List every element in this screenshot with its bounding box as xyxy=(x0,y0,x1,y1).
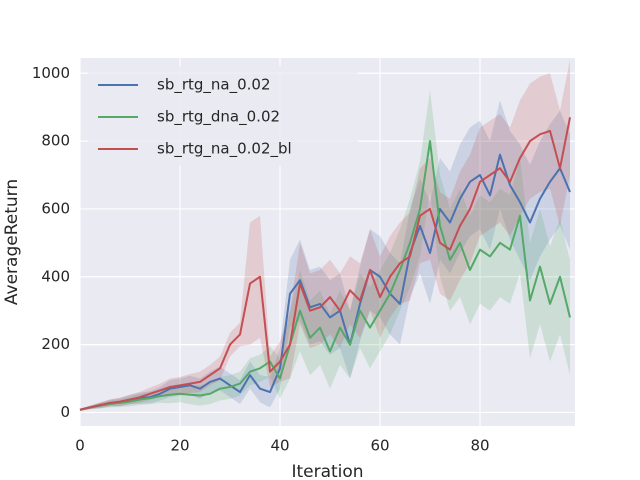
x-tick-label: 20 xyxy=(170,437,189,455)
legend: sb_rtg_na_0.02 sb_rtg_dna_0.02 sb_rtg_na_0… xyxy=(88,66,358,166)
y-tick-label: 600 xyxy=(41,199,70,217)
bands xyxy=(80,59,570,411)
series-line xyxy=(79,117,571,411)
legend-label: sb_rtg_na_0.02_bl xyxy=(157,140,292,159)
y-tick-label: 200 xyxy=(41,335,70,353)
y-tick-label: 800 xyxy=(41,132,70,150)
y-tick-label: 400 xyxy=(41,267,70,285)
legend-label: sb_rtg_na_0.02 xyxy=(157,76,271,95)
series-line xyxy=(79,153,571,411)
lines xyxy=(79,117,571,411)
band xyxy=(80,100,570,411)
legend-box xyxy=(88,66,358,166)
y-tick-label: 1000 xyxy=(32,64,70,82)
band xyxy=(80,90,570,411)
y-tick-label: 0 xyxy=(60,403,70,421)
x-axis-label: Iteration xyxy=(291,462,363,480)
series-line xyxy=(79,140,571,411)
legend-label: sb_rtg_dna_0.02 xyxy=(157,108,280,127)
x-tick-label: 0 xyxy=(75,437,85,455)
band xyxy=(80,59,570,411)
x-tick-label: 40 xyxy=(270,437,289,455)
x-tick-label: 60 xyxy=(370,437,389,455)
x-tick-label: 80 xyxy=(470,437,489,455)
y-axis-label: AverageReturn xyxy=(2,179,22,305)
